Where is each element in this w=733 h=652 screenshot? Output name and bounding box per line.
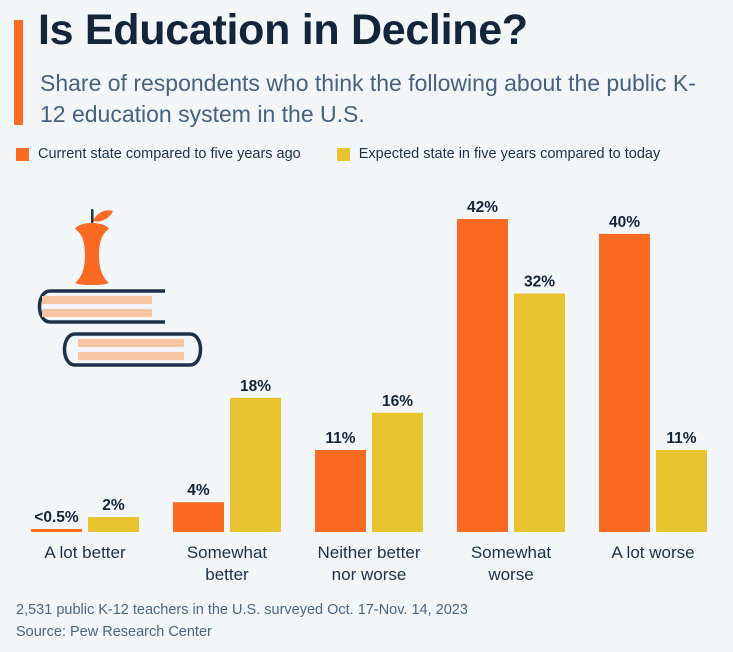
book-top-page-1 [42, 296, 152, 304]
bar-current-3 [457, 219, 508, 532]
legend-item-current: Current state compared to five years ago [16, 146, 301, 162]
data-label-current-1: 4% [187, 482, 210, 499]
category-label-2-line-0: Neither better [318, 543, 421, 562]
data-label-expected-3: 32% [524, 274, 555, 291]
category-label-1-line-0: Somewhat [187, 543, 268, 562]
bar-expected-3 [514, 293, 565, 532]
bar-expected-1 [230, 397, 281, 532]
category-label-0-line-0: A lot better [44, 543, 126, 562]
book-bottom-cover [62, 332, 203, 367]
chart-subtitle: Share of respondents who think the follo… [40, 70, 696, 127]
book-bottom-page-1 [78, 339, 184, 347]
data-label-current-3: 42% [467, 199, 498, 216]
bar-current-4 [599, 233, 650, 532]
legend-swatch-current [16, 147, 29, 161]
category-label-3-line-0: Somewhat [471, 543, 552, 562]
legend-label-expected: Expected state in five years compared to… [358, 146, 661, 162]
book-bottom-page-2 [78, 352, 184, 360]
bar-expected-0 [88, 517, 139, 532]
bar-current-2 [315, 450, 366, 532]
source-note: Source: Pew Research Center [16, 624, 212, 640]
legend-swatch-expected [336, 147, 350, 161]
category-label-3-line-1: worse [487, 565, 533, 584]
category-label-2-line-1: nor worse [332, 565, 407, 584]
data-label-expected-1: 18% [240, 378, 271, 395]
bar-current-1 [173, 502, 224, 532]
legend-item-expected: Expected state in five years compared to… [336, 146, 661, 162]
apple-stem [91, 209, 94, 223]
survey-note: 2,531 public K-12 teachers in the U.S. s… [16, 602, 468, 618]
book-top-page-2 [42, 309, 152, 317]
category-label-1-line-1: better [205, 565, 249, 584]
book-top-cover [37, 289, 165, 324]
legend-label-current: Current state compared to five years ago [38, 146, 301, 162]
bar-expected-4 [656, 450, 707, 532]
apple-leaf [93, 210, 113, 222]
data-label-expected-4: 11% [666, 430, 696, 447]
data-label-expected-0: 2% [102, 497, 125, 514]
bar-current-0 [31, 529, 82, 532]
data-label-expected-2: 16% [382, 393, 413, 410]
apple-books-illustration [37, 209, 203, 367]
apple-core-shape [75, 223, 109, 285]
apple-core-icon [75, 209, 113, 285]
book-stack-icon [37, 289, 203, 367]
category-label-4-line-0: A lot worse [611, 543, 694, 562]
footer: 2,531 public K-12 teachers in the U.S. s… [16, 599, 468, 643]
bars-group: <0.5% 2% A lot better 4% 18% Somewhat better 11… [31, 199, 707, 584]
data-label-current-2: 11% [325, 430, 355, 447]
data-label-current-4: 40% [609, 214, 640, 231]
data-label-current-0: <0.5% [34, 509, 79, 526]
title-accent-bar [14, 20, 23, 125]
chart-title: Is Education in Decline? [38, 6, 528, 54]
legend: Current state compared to five years ago… [16, 146, 696, 162]
bar-expected-2 [372, 412, 423, 532]
